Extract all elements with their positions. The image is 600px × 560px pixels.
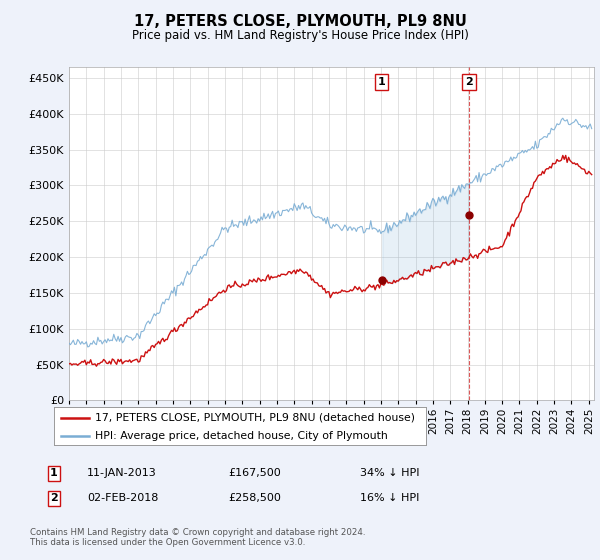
Text: 17, PETERS CLOSE, PLYMOUTH, PL9 8NU (detached house): 17, PETERS CLOSE, PLYMOUTH, PL9 8NU (det… (95, 413, 415, 423)
Text: Contains HM Land Registry data © Crown copyright and database right 2024.
This d: Contains HM Land Registry data © Crown c… (30, 528, 365, 547)
Text: HPI: Average price, detached house, City of Plymouth: HPI: Average price, detached house, City… (95, 431, 388, 441)
Text: 2: 2 (50, 493, 58, 503)
Text: 17, PETERS CLOSE, PLYMOUTH, PL9 8NU: 17, PETERS CLOSE, PLYMOUTH, PL9 8NU (134, 14, 466, 29)
Text: Price paid vs. HM Land Registry's House Price Index (HPI): Price paid vs. HM Land Registry's House … (131, 29, 469, 42)
Text: 1: 1 (377, 77, 385, 87)
Text: 11-JAN-2013: 11-JAN-2013 (87, 468, 157, 478)
Text: £258,500: £258,500 (228, 493, 281, 503)
Text: 1: 1 (50, 468, 58, 478)
Text: 02-FEB-2018: 02-FEB-2018 (87, 493, 158, 503)
Text: 34% ↓ HPI: 34% ↓ HPI (360, 468, 419, 478)
Text: £167,500: £167,500 (228, 468, 281, 478)
Text: 2: 2 (465, 77, 473, 87)
Text: 16% ↓ HPI: 16% ↓ HPI (360, 493, 419, 503)
